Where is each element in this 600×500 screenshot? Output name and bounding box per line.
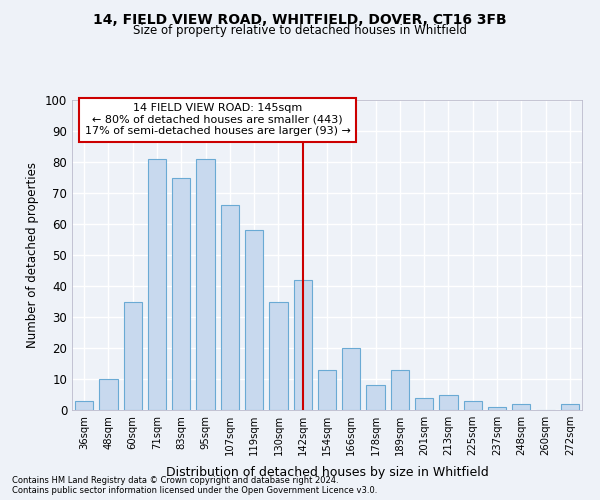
Bar bbox=[415, 398, 433, 410]
Text: Size of property relative to detached houses in Whitfield: Size of property relative to detached ho… bbox=[133, 24, 467, 37]
Bar bbox=[391, 370, 409, 410]
Bar bbox=[100, 379, 118, 410]
Text: 14 FIELD VIEW ROAD: 145sqm
← 80% of detached houses are smaller (443)
17% of sem: 14 FIELD VIEW ROAD: 145sqm ← 80% of deta… bbox=[85, 103, 350, 136]
Bar bbox=[75, 400, 93, 410]
Text: 14, FIELD VIEW ROAD, WHITFIELD, DOVER, CT16 3FB: 14, FIELD VIEW ROAD, WHITFIELD, DOVER, C… bbox=[93, 12, 507, 26]
Bar bbox=[269, 302, 287, 410]
Text: Contains HM Land Registry data © Crown copyright and database right 2024.: Contains HM Land Registry data © Crown c… bbox=[12, 476, 338, 485]
Bar bbox=[318, 370, 336, 410]
X-axis label: Distribution of detached houses by size in Whitfield: Distribution of detached houses by size … bbox=[166, 466, 488, 479]
Bar bbox=[439, 394, 458, 410]
Text: Contains public sector information licensed under the Open Government Licence v3: Contains public sector information licen… bbox=[12, 486, 377, 495]
Bar bbox=[148, 159, 166, 410]
Bar bbox=[342, 348, 361, 410]
Bar bbox=[221, 206, 239, 410]
Bar bbox=[464, 400, 482, 410]
Bar bbox=[488, 407, 506, 410]
Y-axis label: Number of detached properties: Number of detached properties bbox=[26, 162, 40, 348]
Bar bbox=[561, 404, 579, 410]
Bar bbox=[367, 385, 385, 410]
Bar bbox=[172, 178, 190, 410]
Bar bbox=[124, 302, 142, 410]
Bar bbox=[512, 404, 530, 410]
Bar bbox=[293, 280, 312, 410]
Bar bbox=[196, 159, 215, 410]
Bar bbox=[245, 230, 263, 410]
